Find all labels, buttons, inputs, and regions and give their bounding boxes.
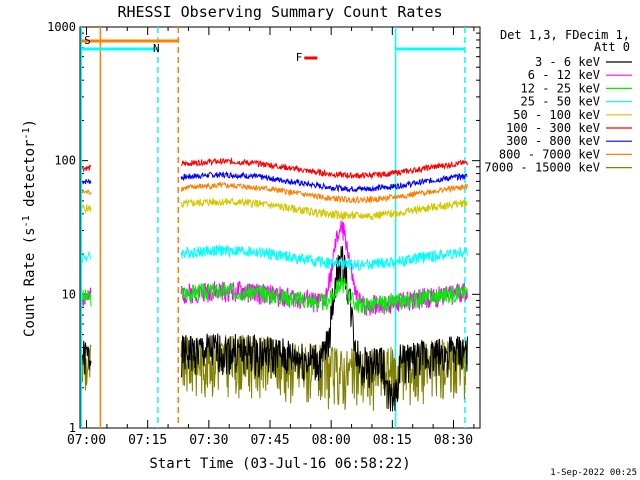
legend-label: 100 - 300 keV: [506, 121, 600, 135]
chart-title: RHESSI Observing Summary Count Rates: [117, 3, 442, 21]
legend-label: 12 - 25 keV: [521, 81, 600, 95]
legend-label: 7000 - 15000 keV: [484, 161, 600, 175]
night-label: N: [153, 42, 160, 55]
x-tick-label: 07:45: [250, 433, 289, 448]
legend-label: 25 - 50 keV: [521, 95, 600, 109]
x-tick-label: 07:30: [189, 433, 228, 448]
x-tick-labels: 07:00 07:15 07:30 07:45 08:00 08:15 08:30: [67, 433, 473, 448]
series-line-3-6-kev: [81, 245, 468, 412]
series-lines: [81, 157, 468, 412]
series-line-50-100-kev: [81, 197, 468, 221]
y-tick-label: 10: [62, 287, 76, 301]
y-tick-label: 1: [69, 421, 76, 435]
axis-ticks: [80, 27, 480, 429]
x-tick-label: 08:30: [434, 433, 473, 448]
flare-label: F: [296, 51, 303, 64]
x-tick-label: 07:15: [128, 433, 167, 448]
legend-header-line2: Att 0: [594, 40, 630, 54]
series-line-7000-15000-kev: [81, 335, 468, 411]
x-tick-label: 07:00: [67, 433, 106, 448]
y-tick-label: 1000: [47, 20, 76, 34]
y-axis-label: Count Rate (s-1 detector-1): [21, 119, 38, 337]
series-line-100-300-kev: [81, 157, 468, 180]
footer-timestamp: 1-Sep-2022 00:25: [550, 468, 637, 478]
y-tick-labels: 1 10 100 1000: [47, 20, 76, 435]
x-tick-label: 08:00: [312, 433, 351, 448]
legend-label: 6 - 12 keV: [528, 68, 600, 82]
x-tick-label: 08:15: [373, 433, 412, 448]
series-line-25-50-kev: [81, 243, 468, 271]
legend-label: 3 - 6 keV: [535, 55, 600, 69]
legend-label: 800 - 7000 keV: [499, 147, 600, 161]
y-tick-label: 100: [54, 154, 76, 168]
series-line-300-800-kev: [81, 170, 468, 193]
legend-label: 300 - 800 keV: [506, 134, 600, 148]
x-axis-label: Start Time (03-Jul-16 06:58:22): [149, 456, 410, 472]
saa-label: S: [84, 34, 91, 47]
series-line-12-25-kev: [81, 277, 468, 316]
plot-frame: [79, 26, 481, 429]
event-markers: S N F: [80, 27, 466, 428]
series-line-800-7000-kev: [81, 181, 468, 205]
legend-header-line1: Det 1,3, FDecim 1,: [500, 28, 630, 42]
legend-label: 50 - 100 keV: [513, 108, 600, 122]
